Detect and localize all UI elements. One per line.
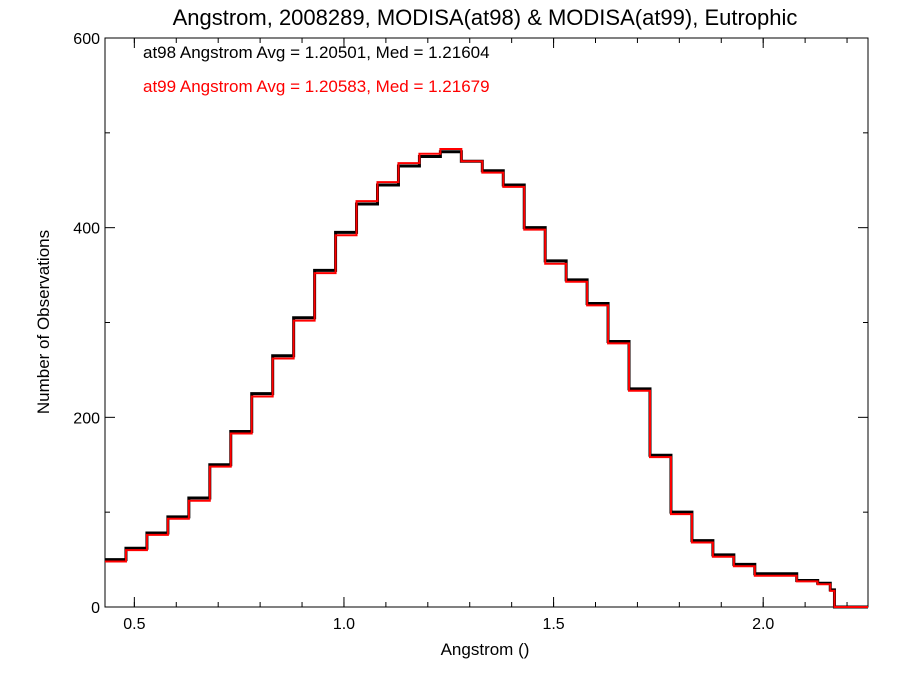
y-tick-label: 600 [73, 31, 100, 48]
annotation-at99: at99 Angstrom Avg = 1.20583, Med = 1.216… [143, 77, 490, 96]
series-at99-line [105, 147, 868, 608]
x-tick-label: 1.0 [333, 616, 355, 633]
x-tick-label: 0.5 [123, 616, 145, 633]
y-axis: 0 200 400 600 [73, 31, 868, 617]
chart-title: Angstrom, 2008289, MODISA(at98) & MODISA… [173, 5, 798, 30]
y-tick-label: 0 [91, 600, 100, 617]
x-axis: 0.5 1.0 1.5 2.0 [123, 38, 848, 633]
plot-frame [104, 37, 869, 608]
x-axis-label: Angstrom () [441, 640, 530, 659]
series-group [105, 147, 868, 609]
x-tick-label: 1.5 [542, 616, 564, 633]
y-tick-label: 200 [73, 410, 100, 427]
y-tick-label: 400 [73, 221, 100, 238]
y-axis-label: Number of Observations [34, 230, 53, 414]
x-tick-label: 2.0 [752, 616, 774, 633]
plot-border [104, 37, 869, 608]
annotation-at98: at98 Angstrom Avg = 1.20501, Med = 1.216… [143, 43, 490, 62]
series-at98-line [105, 150, 868, 609]
